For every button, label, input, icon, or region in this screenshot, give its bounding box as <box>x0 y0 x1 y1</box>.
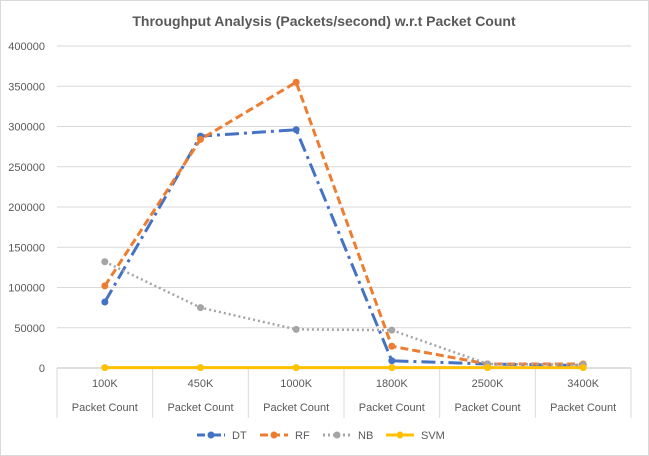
data-point <box>101 298 109 306</box>
y-tick-label: 350000 <box>8 81 45 93</box>
series-nb <box>101 258 587 369</box>
y-tick-label: 250000 <box>8 162 45 174</box>
y-tick-label: 300000 <box>8 122 45 134</box>
x-axis: 100K Packet Count 450K Packet Count 1000K Pac… <box>56 367 632 418</box>
series-line-rf <box>103 80 584 366</box>
legend-item-dt: DT <box>197 430 247 442</box>
data-point <box>579 364 587 372</box>
data-point <box>388 357 396 365</box>
legend: DT RF NB SVM <box>197 430 445 442</box>
data-point <box>101 282 109 290</box>
x-group-label: Packet Count <box>72 402 138 414</box>
data-point <box>388 326 396 334</box>
legend-item-rf: RF <box>260 430 310 442</box>
data-point <box>292 364 300 372</box>
x-tick-label: 1000K <box>280 378 312 390</box>
legend-label: DT <box>232 430 247 442</box>
x-group-label: Packet Count <box>550 402 616 414</box>
legend-marker <box>207 431 215 439</box>
data-point <box>484 364 491 372</box>
data-point <box>292 78 300 86</box>
y-tick-label: 50000 <box>14 323 45 335</box>
data-point <box>388 364 396 372</box>
y-tick-label: 200000 <box>8 202 45 214</box>
legend-label: NB <box>358 430 373 442</box>
y-tick-label: 100000 <box>8 283 45 295</box>
x-tick-label: 1800K <box>376 378 408 390</box>
x-group-label: Packet Count <box>454 402 520 414</box>
legend-marker <box>396 431 404 439</box>
chart-title: Throughput Analysis (Packets/second) w.r… <box>132 13 516 29</box>
x-tick-label: 100K <box>92 378 118 390</box>
data-point <box>292 126 300 134</box>
y-tick-label: 150000 <box>8 242 45 254</box>
x-tick-label: 2500K <box>472 378 504 390</box>
data-point <box>197 304 204 312</box>
series-line-dt <box>103 128 584 368</box>
y-tick-label: 400000 <box>8 41 45 53</box>
legend-item-svm: SVM <box>386 430 445 442</box>
data-point <box>101 364 109 372</box>
series-rf <box>101 78 587 368</box>
legend-marker <box>270 431 278 439</box>
x-tick-label: 450K <box>188 378 214 390</box>
data-point <box>197 364 204 372</box>
gridlines <box>57 45 631 329</box>
series-line-nb <box>104 260 584 367</box>
data-point <box>388 342 396 350</box>
legend-marker <box>333 431 341 439</box>
x-group-label: Packet Count <box>167 402 233 414</box>
series-svm <box>101 364 587 372</box>
data-point <box>292 325 300 333</box>
data-point <box>101 258 109 266</box>
x-tick-label: 3400K <box>567 378 599 390</box>
legend-label: SVM <box>421 430 445 442</box>
x-group-label: Packet Count <box>359 402 425 414</box>
series-group <box>101 78 587 372</box>
legend-item-nb: NB <box>323 430 373 442</box>
y-axis: 0 50000 100000 150000 200000 250000 300000 3500… <box>8 41 45 375</box>
legend-label: RF <box>295 430 310 442</box>
data-point <box>197 135 204 143</box>
y-tick-label: 0 <box>39 363 45 375</box>
x-group-label: Packet Count <box>263 402 329 414</box>
